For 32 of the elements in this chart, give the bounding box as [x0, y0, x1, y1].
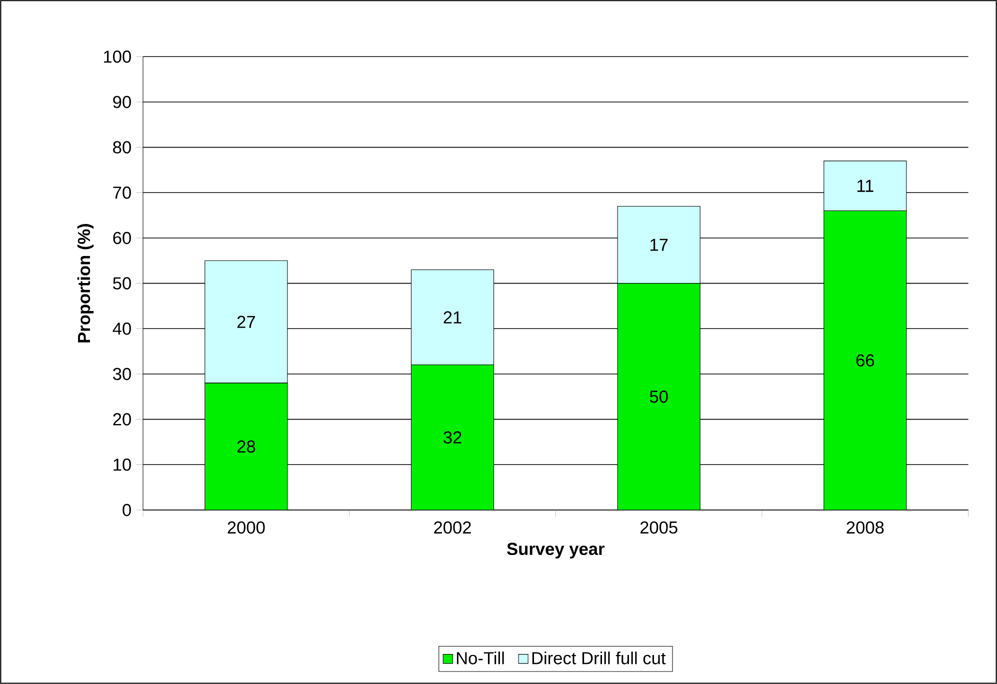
x-tick-label: 2002 — [434, 521, 471, 534]
y-axis-title: Proportion (%) — [77, 224, 94, 342]
y-tick-label: 50 — [113, 277, 131, 290]
x-axis-title: Survey year — [507, 542, 605, 558]
x-tick-label: 2005 — [640, 521, 678, 534]
y-tick-label: 70 — [113, 186, 131, 199]
y-tick-label: 10 — [114, 458, 131, 471]
y-tick-label: 60 — [113, 232, 131, 244]
bar — [410, 269, 494, 366]
data-label: 28 — [237, 440, 256, 453]
x-tick-label: 2008 — [846, 521, 884, 534]
data-label: 11 — [857, 180, 874, 192]
y-tick-label: 80 — [113, 141, 131, 154]
y-tick-label: 100 — [104, 50, 131, 63]
y-tick-label: 20 — [113, 413, 131, 426]
legend-label: No-Till — [456, 652, 504, 664]
data-label: 66 — [856, 354, 874, 367]
data-label: 27 — [237, 316, 255, 328]
bar — [618, 283, 700, 510]
data-label: 17 — [650, 238, 668, 251]
bar — [411, 364, 494, 510]
y-tick-label: 90 — [113, 96, 131, 108]
y-tick-label: 30 — [113, 368, 131, 380]
y-tick-label: 40 — [112, 322, 131, 335]
data-label: 50 — [650, 390, 668, 403]
bar — [824, 210, 907, 510]
x-tick-label: 2000 — [228, 521, 265, 534]
bar — [204, 383, 288, 510]
data-label: 32 — [444, 431, 462, 444]
data-label: 21 — [444, 311, 462, 324]
y-tick-label: 0 — [122, 504, 131, 516]
legend-label: Direct Drill full cut — [532, 652, 666, 664]
